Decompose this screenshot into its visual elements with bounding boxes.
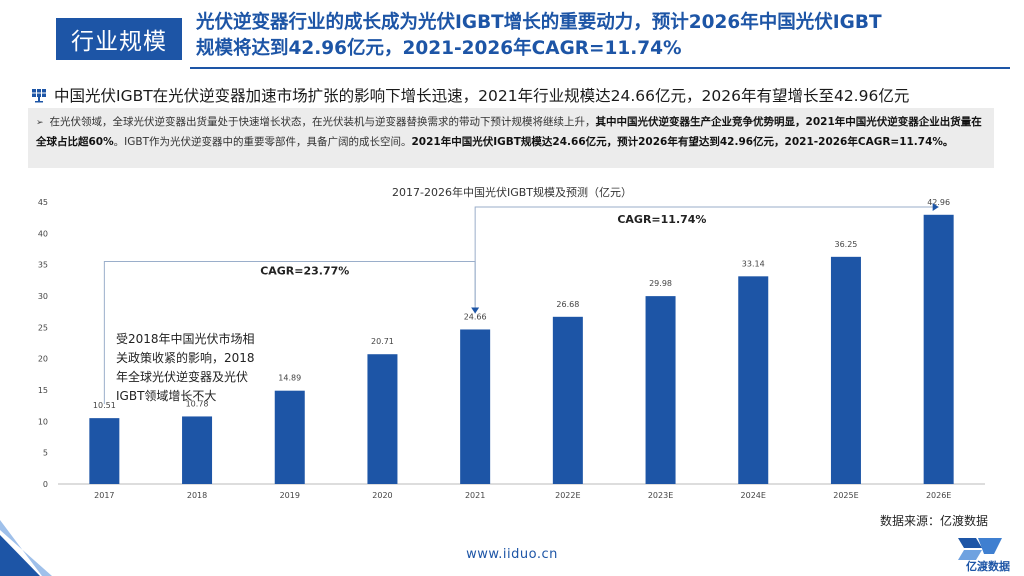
- x-tick-label: 2019: [280, 491, 300, 500]
- data-label: 10.78: [186, 399, 209, 408]
- company-logo-text: 亿渡数据: [966, 560, 1010, 573]
- data-label: 26.68: [556, 300, 579, 309]
- x-tick-label: 2026E: [926, 491, 951, 500]
- data-label: 36.25: [834, 240, 857, 249]
- cagr-bracket-2: [474, 206, 939, 306]
- data-label: 14.89: [278, 374, 301, 383]
- summary-text-2: 。IGBT作为光伏逆变器中的重要零部件，具备广阔的成长空间。: [113, 136, 412, 148]
- data-label: 10.51: [93, 401, 116, 410]
- x-tick-label: 2023E: [648, 491, 673, 500]
- y-tick-label: 5: [43, 449, 48, 458]
- y-tick-label: 35: [38, 261, 48, 270]
- cagr-label-2: CAGR=11.74%: [617, 213, 706, 226]
- header-divider: [190, 67, 1010, 69]
- y-tick-label: 15: [38, 386, 48, 395]
- chart-title: 2017-2026年中国光伏IGBT规模及预测（亿元）: [392, 186, 632, 199]
- subtitle-row: 中国光伏IGBT在光伏逆变器加速市场扩张的影响下增长迅速，2021年行业规模达2…: [30, 82, 992, 108]
- x-tick-label: 2024E: [741, 491, 766, 500]
- cagr-arrow-1: [471, 307, 480, 314]
- cagr-label-1: CAGR=23.77%: [260, 265, 349, 278]
- bar: [274, 390, 305, 484]
- subtitle-text: 中国光伏IGBT在光伏逆变器加速市场扩张的影响下增长迅速，2021年行业规模达2…: [54, 87, 910, 105]
- data-label: 24.66: [464, 312, 487, 321]
- x-tick-label: 2021: [465, 491, 485, 500]
- data-label: 20.71: [371, 337, 394, 346]
- y-tick-label: 40: [38, 229, 48, 238]
- y-tick-label: 25: [38, 323, 48, 332]
- x-tick-label: 2018: [187, 491, 207, 500]
- bar: [182, 416, 213, 484]
- bar: [923, 214, 954, 484]
- bar: [738, 276, 769, 484]
- summary-box: ➢ 在光伏领域，全球光伏逆变器出货量处于快速增长状态，在光伏装机与逆变器替换需求的…: [28, 108, 994, 168]
- arrow-bullet-icon: ➢: [36, 118, 44, 128]
- website-link[interactable]: www.iiduo.cn: [466, 547, 558, 562]
- y-tick-label: 45: [38, 198, 48, 207]
- data-label: 42.96: [927, 198, 950, 207]
- headline-line-1: 光伏逆变器行业的成长成为光伏IGBT增长的重要动力，预计2026年中国光伏IGB…: [196, 12, 882, 33]
- company-logo-icon: [958, 538, 1002, 560]
- data-source: 数据来源：亿渡数据: [879, 514, 988, 528]
- cagr-arrow-2: [932, 203, 939, 212]
- y-tick-label: 0: [43, 480, 48, 489]
- x-tick-label: 2020: [372, 491, 392, 500]
- section-tag: 行业规模: [56, 18, 182, 60]
- headline: 光伏逆变器行业的成长成为光伏IGBT增长的重要动力，预计2026年中国光伏IGB…: [196, 10, 996, 62]
- bar: [552, 316, 583, 484]
- summary-bold-2: 2021年中国光伏IGBT规模达24.66亿元，预计2026年有望达到42.96…: [411, 136, 954, 148]
- headline-line-2: 规模将达到42.96亿元，2021-2026年CAGR=11.74%: [196, 38, 682, 59]
- y-tick-label: 20: [38, 355, 48, 364]
- bar: [367, 354, 398, 484]
- bar: [645, 296, 676, 484]
- x-tick-label: 2017: [94, 491, 114, 500]
- summary-bold-1: 其中中国光伏逆变器生产企业竞争优势明显，2021年中国光伏逆变器企业出货量在全球…: [36, 116, 982, 148]
- bar: [830, 256, 861, 484]
- x-tick-label: 2025E: [833, 491, 858, 500]
- bar: [89, 418, 120, 484]
- y-tick-label: 30: [38, 292, 48, 301]
- data-label: 29.98: [649, 279, 672, 288]
- y-tick-label: 10: [38, 417, 48, 426]
- data-label: 33.14: [742, 259, 765, 268]
- bar: [460, 329, 491, 484]
- summary-text-1: 在光伏领域，全球光伏逆变器出货量处于快速增长状态，在光伏装机与逆变器替换需求的带…: [49, 116, 596, 128]
- solar-panel-icon: [32, 89, 46, 103]
- x-tick-label: 2022E: [555, 491, 580, 500]
- corner-decoration: [0, 535, 40, 576]
- chart-annotation-note: 受2018年中国光伏市场相关政策收紧的影响，2018年全球光伏逆变器及光伏IGB…: [116, 332, 255, 403]
